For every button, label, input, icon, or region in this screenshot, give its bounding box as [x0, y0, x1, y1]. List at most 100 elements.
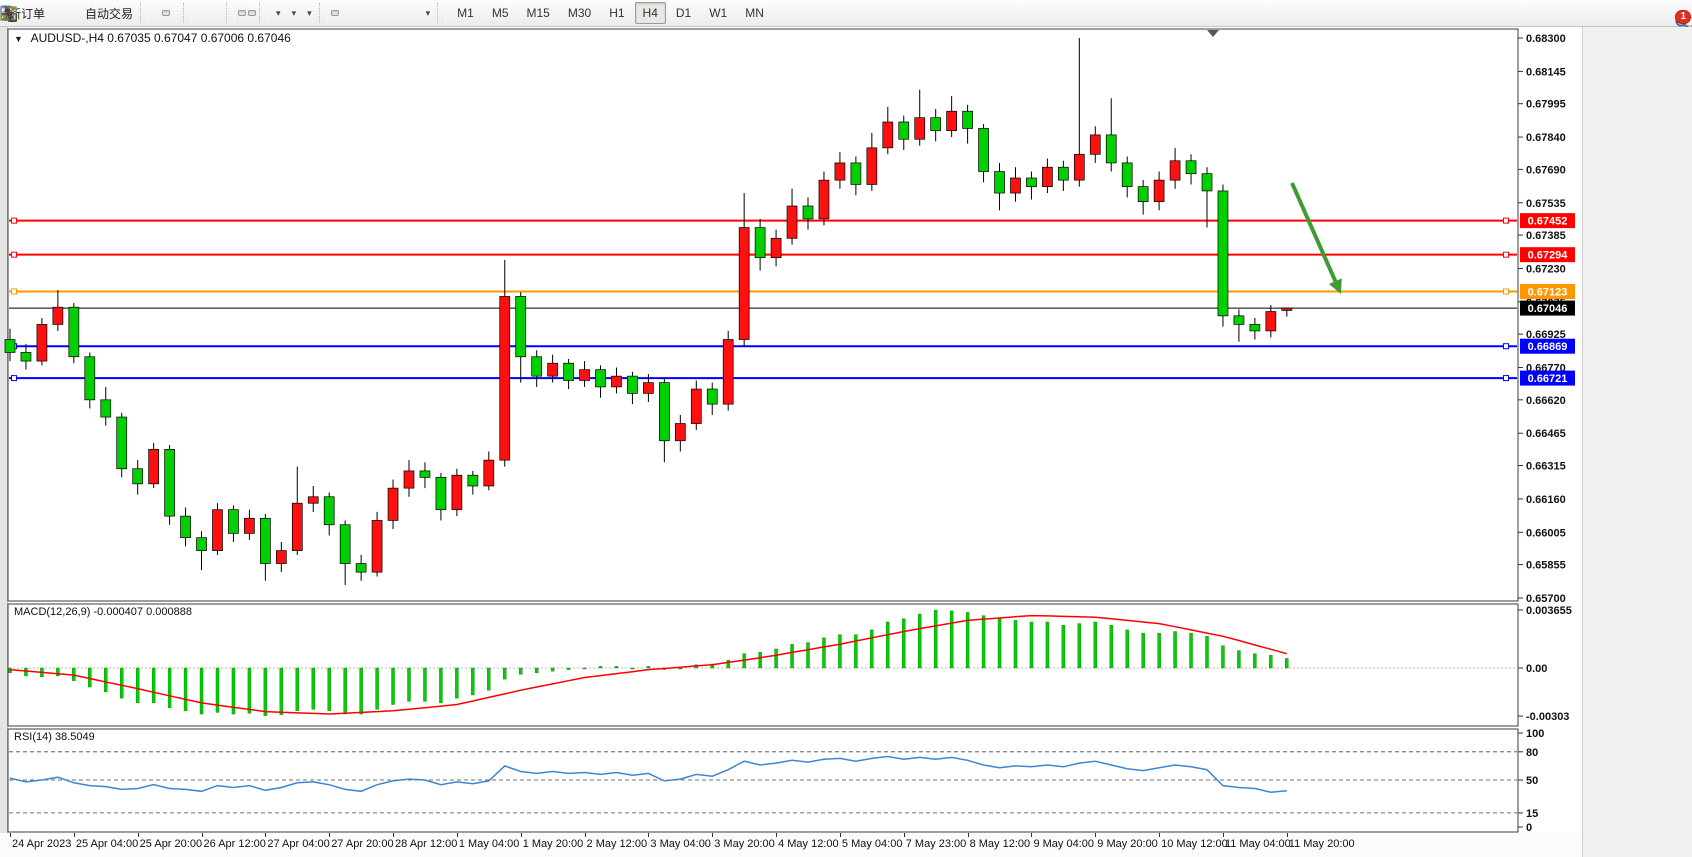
macd-axis-label: 0.00 — [1526, 663, 1547, 675]
text-icon: A — [4, 6, 14, 21]
line-anchor-marker[interactable] — [11, 375, 17, 382]
tf-h1-button-label: H1 — [609, 6, 625, 20]
time-axis-tick — [776, 833, 778, 837]
tile-windows-button[interactable] — [0, 6, 223, 20]
time-axis-tick — [73, 833, 75, 837]
chart-shift-marker[interactable] — [1207, 30, 1219, 37]
charts-profile-button[interactable] — [1, 7, 59, 18]
crosshair-button[interactable] — [1, 6, 349, 20]
time-axis-label: 28 Apr 12:00 — [395, 838, 458, 850]
chart-symbol-period: AUDUSD-,H4 — [30, 31, 104, 45]
tf-w1-button-label: W1 — [709, 6, 728, 20]
chart-shift-button[interactable] — [2, 6, 257, 19]
indicators-button[interactable]: ▾ — [1, 5, 285, 22]
time-axis-tick — [584, 833, 586, 837]
line-anchor-marker[interactable] — [11, 217, 17, 224]
candlestick-series — [4, 38, 1293, 586]
zoom-in-button[interactable] — [1, 5, 203, 21]
time-axis-label: 5 May 04:00 — [841, 838, 903, 850]
templates-button[interactable]: ▾ — [1, 5, 316, 22]
price-axis-label: 0.67535 — [1526, 198, 1566, 210]
line-anchor-marker[interactable] — [1503, 251, 1509, 258]
candle-body — [307, 496, 319, 504]
chart-canvas[interactable]: 0.68300 0.68145 0.67995 0.67840 0.67690 0.675… — [0, 27, 1692, 833]
line-anchor-marker[interactable] — [1503, 217, 1509, 224]
line-anchor-marker[interactable] — [11, 288, 17, 295]
bar-chart-button[interactable] — [1, 6, 160, 20]
zoom-out-button[interactable] — [1, 5, 213, 21]
community-button[interactable] — [1, 6, 69, 20]
time-axis-tick — [839, 833, 841, 837]
candle-body — [850, 162, 862, 185]
svg-text:T: T — [6, 9, 12, 20]
text-button[interactable]: A — [4, 6, 409, 21]
shapes-button[interactable]: ▾ — [1, 5, 435, 22]
candle-body — [643, 382, 654, 394]
candle-body — [531, 356, 543, 377]
svg-text:F: F — [10, 14, 15, 22]
tf-m15-button[interactable]: M15 — [519, 2, 558, 24]
tf-m30-button[interactable]: M30 — [560, 2, 599, 24]
channel-button[interactable]: E — [0, 6, 389, 22]
candlestick-button[interactable] — [2, 5, 171, 21]
time-axis-label: 7 May 23:00 — [905, 838, 967, 850]
candle-body — [690, 388, 702, 424]
tf-m5-button[interactable]: M5 — [484, 2, 517, 24]
macd-axis-label: 0.003655 — [1526, 605, 1572, 617]
auto-trading-button[interactable]: 自动交易 — [1, 2, 137, 25]
candle-body — [84, 356, 96, 401]
macd-panel-frame — [7, 603, 1519, 727]
dropdown-arrow-icon[interactable]: ▾ — [276, 7, 281, 18]
line-anchor-marker[interactable] — [11, 251, 17, 258]
chart-collapse-arrow[interactable]: ▼ — [14, 34, 23, 44]
rsi-panel-frame — [7, 728, 1519, 833]
dropdown-arrow-icon[interactable]: ▾ — [425, 7, 431, 18]
toolbar-group-timeframes: M1 M5 M15 M30 H1 H4 D1 W1 MN — [448, 0, 773, 27]
candle-body — [116, 416, 128, 470]
time-axis-label: 25 Apr 20:00 — [139, 838, 203, 850]
tf-d1-button[interactable]: D1 — [668, 2, 699, 24]
signals-button[interactable] — [2, 9, 79, 19]
line-anchor-marker[interactable] — [1503, 375, 1509, 382]
label-button[interactable]: T — [1, 7, 419, 20]
tf-mn-button[interactable]: MN — [737, 2, 772, 24]
trendline-button[interactable] — [1, 6, 379, 20]
tf-m1-button[interactable]: M1 — [449, 2, 482, 24]
line-anchor-marker[interactable] — [1503, 343, 1509, 350]
candle-body — [403, 470, 415, 489]
svg-text:A: A — [4, 6, 14, 21]
tf-m1-button-label: M1 — [457, 6, 474, 20]
candle-body — [36, 324, 48, 362]
window-right-filler — [1582, 27, 1692, 857]
time-axis-label: 11 May 20:00 — [1288, 838, 1355, 850]
candle-body — [291, 502, 303, 551]
candle-body — [164, 449, 175, 517]
vertical-line-button[interactable] — [7, 6, 359, 20]
auto-scroll-button[interactable] — [2, 6, 247, 19]
dropdown-arrow-icon[interactable]: ▾ — [291, 7, 297, 18]
tf-m15-button-label: M15 — [526, 6, 550, 20]
tf-h4-button[interactable]: H4 — [634, 2, 666, 24]
candle-body — [930, 117, 942, 131]
candle-body — [866, 147, 878, 185]
cursor-button[interactable] — [5, 4, 339, 20]
dropdown-arrow-icon[interactable]: ▾ — [307, 7, 312, 18]
price-axis-label: 0.66465 — [1526, 428, 1566, 440]
candle-body — [228, 509, 239, 534]
horizontal-line-button[interactable] — [1, 10, 369, 16]
price-axis-label: 0.66925 — [1526, 329, 1566, 341]
macd-axis-label: -0.00303 — [1526, 711, 1569, 723]
periods-button[interactable]: ▾ — [1, 5, 301, 22]
time-axis[interactable]: 24 Apr 2023 25 Apr 04:00 25 Apr 20:00 26 Ap… — [0, 833, 1692, 857]
line-chart-button[interactable] — [0, 7, 180, 18]
line-anchor-marker[interactable] — [1503, 288, 1509, 295]
toolbar-separator — [259, 3, 269, 23]
fibonacci-button[interactable]: F — [2, 7, 399, 22]
price-axis-label: 0.66620 — [1526, 395, 1566, 407]
candle-body — [1042, 166, 1053, 187]
tf-h1-button[interactable]: H1 — [601, 2, 632, 24]
trend-arrow-annotation[interactable] — [1290, 182, 1338, 283]
candle-body — [547, 362, 558, 377]
candle-body — [1058, 166, 1069, 181]
tf-w1-button[interactable]: W1 — [701, 2, 735, 24]
